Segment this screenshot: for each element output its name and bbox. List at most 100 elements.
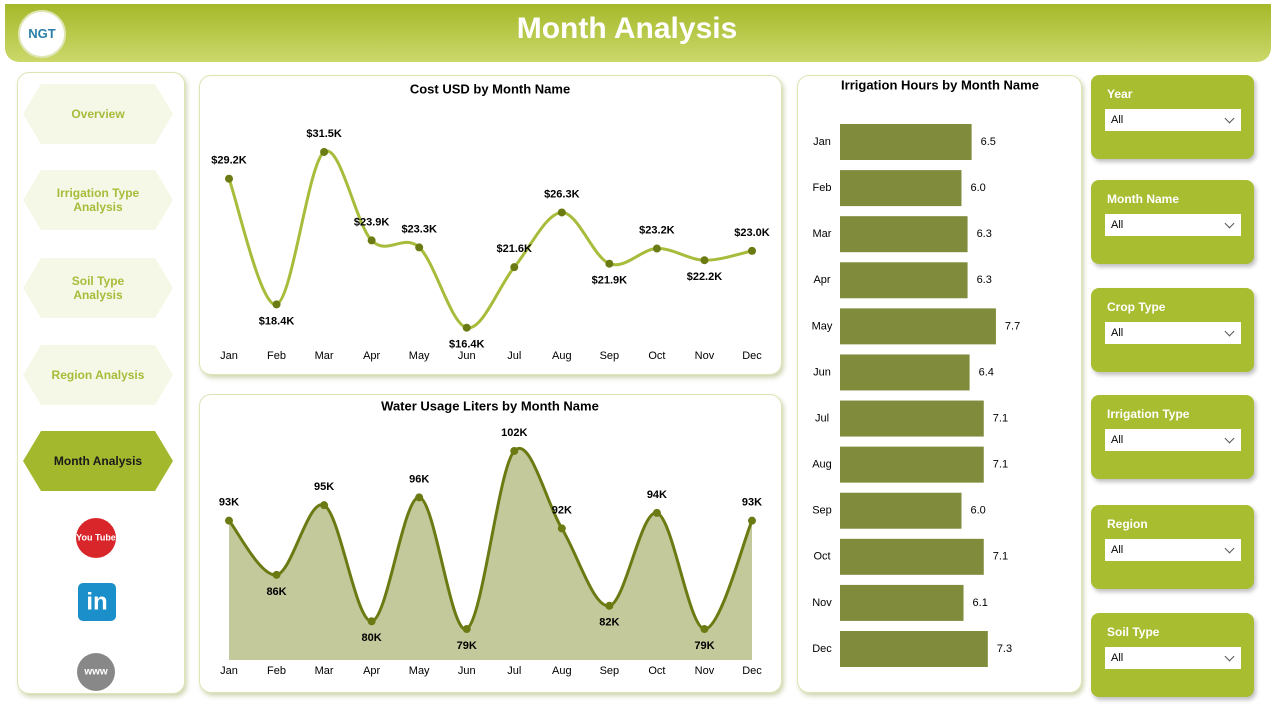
point [510,263,519,272]
bar [840,308,996,345]
point [700,256,709,265]
data-label: 86K [266,586,286,598]
point [605,601,614,610]
nav-button[interactable]: Irrigation Type Analysis [23,170,173,230]
bar [840,216,968,253]
x-tick-label: Aug [552,350,572,362]
data-label: 7.1 [993,551,1008,563]
nav-button[interactable]: Overview [23,84,173,144]
data-label: 93K [219,497,239,509]
data-label: 102K [501,427,527,439]
data-label: 7.7 [1005,320,1020,332]
x-tick-label: Sep [600,350,620,362]
y-tick-label: Aug [812,459,832,471]
filter-dropdown[interactable]: All [1105,214,1241,236]
bar [840,124,972,160]
point [652,244,661,253]
data-label: $29.2K [211,155,247,167]
x-tick-label: May [409,665,430,677]
data-label: $23.2K [639,224,675,236]
filter-card: Year All [1091,75,1254,159]
data-label: 6.5 [981,136,996,148]
nav-button[interactable]: Soil Type Analysis [23,258,173,318]
data-label: 6.3 [977,274,992,286]
point [320,147,329,156]
x-tick-label: Jun [458,350,476,362]
point [462,625,471,634]
bar [840,170,962,207]
point [462,323,471,332]
bar [840,538,984,575]
bar [840,400,984,437]
data-label: $23.3K [401,223,437,235]
filter-card: Crop Type All [1091,288,1254,372]
filter-dropdown[interactable]: All [1105,109,1241,131]
y-tick-label: Feb [813,182,832,194]
data-label: $22.2K [687,271,723,283]
x-tick-label: Mar [315,350,334,362]
x-tick-label: Dec [742,350,762,362]
web-text: www [83,667,108,678]
y-tick-label: Jan [813,136,831,148]
filter-dropdown[interactable]: All [1105,429,1241,451]
header [5,4,1271,62]
x-tick-label: Dec [742,665,762,677]
y-tick-label: Sep [812,505,832,517]
bar [840,354,970,391]
x-tick-label: Oct [648,665,665,677]
y-tick-label: Oct [813,551,830,563]
x-tick-label: Jan [220,350,238,362]
point [320,501,329,510]
page-title: Month Analysis [516,12,738,45]
x-tick-label: Sep [600,665,620,677]
point [225,516,233,525]
point [748,246,756,255]
x-tick-label: May [409,350,430,362]
filter-dropdown[interactable]: All [1105,322,1241,344]
nav-button[interactable]: Month Analysis [23,431,173,491]
point [367,236,376,245]
filter-dropdown[interactable]: All [1105,647,1241,669]
data-label: 6.3 [977,228,992,240]
point [700,625,709,634]
data-label: $23.9K [354,216,390,228]
point [415,243,424,252]
filter-label: Region [1107,517,1148,531]
data-label: 6.1 [973,597,988,609]
web-icon[interactable] [77,653,115,691]
data-label: 79K [457,640,477,652]
x-tick-label: Apr [363,665,380,677]
nav-button[interactable]: Region Analysis [23,345,173,405]
filter-label: Soil Type [1107,625,1160,639]
youtube-text: You Tube [76,532,116,542]
chart-title: Water Usage Liters by Month Name [381,398,599,413]
y-tick-label: Apr [813,274,830,286]
point [225,174,233,183]
data-label: $26.3K [544,188,580,200]
filter-card: Soil Type All [1091,613,1254,697]
data-label: 80K [362,632,382,644]
x-tick-label: Feb [267,665,286,677]
youtube-icon[interactable] [76,518,116,558]
chart-title: Irrigation Hours by Month Name [841,77,1039,92]
x-tick-label: Nov [695,350,715,362]
data-label: $31.5K [306,128,342,140]
filter-card: Month Name All [1091,180,1254,264]
point [748,516,756,525]
data-label: 6.0 [971,182,986,194]
point [367,617,376,626]
data-label: 94K [647,489,667,501]
data-label: $21.6K [497,243,533,255]
filter-dropdown[interactable]: All [1105,539,1241,561]
data-label: $18.4K [259,315,295,327]
bar [840,492,962,529]
bar [840,446,984,483]
data-label: 82K [599,617,619,629]
x-tick-label: Apr [363,350,380,362]
data-label: 6.4 [979,366,994,378]
point [557,524,566,533]
data-label: $21.9K [592,275,628,287]
linkedin-icon[interactable] [78,583,116,621]
data-label: 93K [742,497,762,509]
